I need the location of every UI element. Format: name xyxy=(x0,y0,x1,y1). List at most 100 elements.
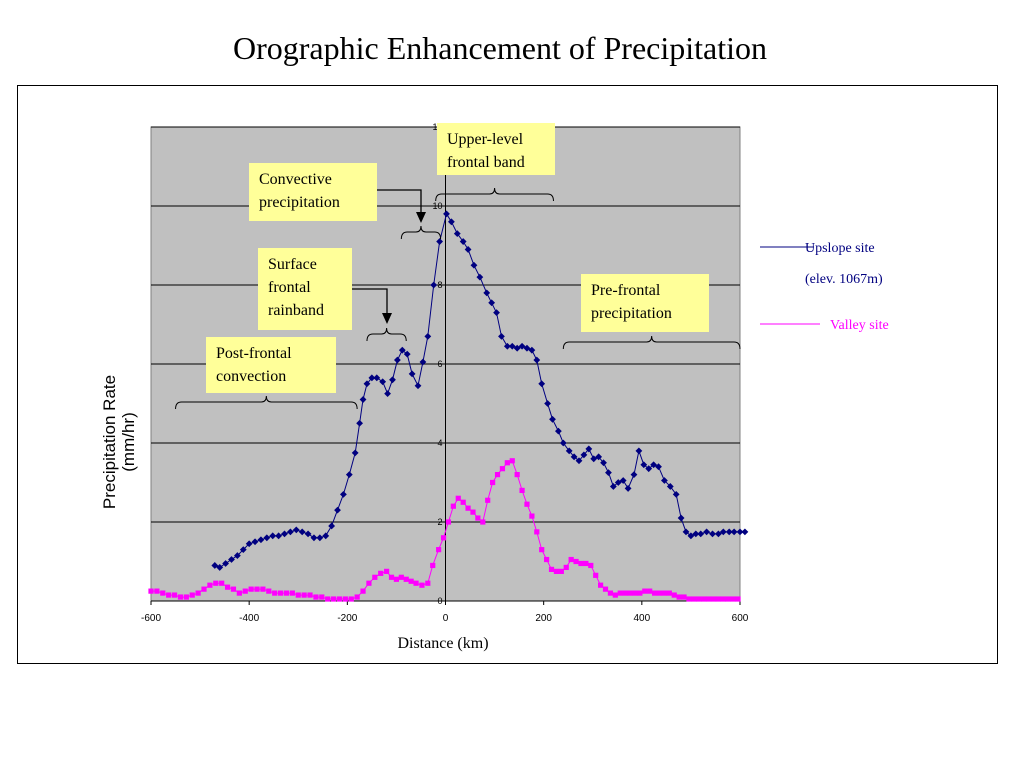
point-upslope-26 xyxy=(359,396,367,403)
point-upslope-21 xyxy=(334,506,341,514)
point-valley-102 xyxy=(691,596,697,602)
point-upslope-33 xyxy=(393,356,401,364)
legend-label-upslope-elevation: (elev. 1067m) xyxy=(805,272,883,287)
point-upslope-16 xyxy=(304,530,312,538)
y-tick-label-6: 6 xyxy=(437,359,442,369)
point-upslope-37 xyxy=(414,382,422,390)
point-valley-97 xyxy=(666,590,672,596)
point-valley-50 xyxy=(436,547,442,553)
point-valley-111 xyxy=(735,596,741,602)
point-upslope-4 xyxy=(233,552,241,559)
point-valley-47 xyxy=(419,582,425,588)
point-upslope-35 xyxy=(403,350,411,358)
point-valley-42 xyxy=(393,576,400,582)
brace-post-frontal xyxy=(175,395,358,410)
point-valley-17 xyxy=(248,586,254,592)
callout-text-upper-level-1: frontal band xyxy=(447,154,525,171)
point-upslope-73 xyxy=(605,469,612,477)
point-upslope-9 xyxy=(263,534,271,542)
point-upslope-48 xyxy=(476,273,484,281)
point-upslope-20 xyxy=(328,522,336,530)
point-valley-62 xyxy=(494,472,501,478)
point-upslope-95 xyxy=(719,528,727,536)
point-upslope-11 xyxy=(275,532,283,540)
point-valley-31 xyxy=(330,596,337,602)
y-axis-title: Precipitation Rate (mm/hr) xyxy=(100,375,138,509)
brace-pre-frontal xyxy=(562,335,741,350)
point-valley-8 xyxy=(195,590,201,596)
point-upslope-97 xyxy=(730,528,738,536)
point-valley-40 xyxy=(384,568,390,574)
point-valley-91 xyxy=(637,590,643,596)
point-valley-5 xyxy=(177,594,184,600)
arrow-convective xyxy=(377,189,422,214)
legend-label-upslope: Upslope site xyxy=(805,241,875,256)
y-tick-label-0: 0 xyxy=(437,596,442,606)
point-valley-23 xyxy=(283,590,290,596)
callout-box-convective xyxy=(249,163,377,221)
point-upslope-77 xyxy=(624,485,632,492)
point-valley-78 xyxy=(573,558,579,565)
point-upslope-52 xyxy=(498,332,505,340)
point-upslope-98 xyxy=(736,528,744,536)
point-valley-10 xyxy=(207,582,213,588)
point-valley-45 xyxy=(408,578,414,584)
point-valley-60 xyxy=(485,497,491,503)
point-valley-75 xyxy=(558,568,564,574)
point-valley-90 xyxy=(632,590,638,596)
point-valley-101 xyxy=(686,596,692,602)
point-upslope-94 xyxy=(715,530,722,538)
point-valley-82 xyxy=(593,572,599,578)
point-valley-92 xyxy=(642,588,648,594)
point-upslope-96 xyxy=(725,528,733,536)
point-upslope-6 xyxy=(245,540,253,548)
point-valley-33 xyxy=(342,596,348,602)
point-valley-98 xyxy=(671,592,677,598)
point-valley-100 xyxy=(681,594,687,600)
point-upslope-17 xyxy=(310,534,318,542)
point-valley-66 xyxy=(514,472,520,478)
point-valley-88 xyxy=(622,590,628,596)
point-valley-25 xyxy=(295,592,301,598)
point-upslope-18 xyxy=(316,534,324,542)
point-valley-70 xyxy=(534,529,540,535)
point-valley-13 xyxy=(224,584,231,590)
y-axis-title-line-1: Precipitation Rate xyxy=(100,375,119,509)
point-valley-19 xyxy=(260,586,266,592)
point-valley-96 xyxy=(661,590,668,596)
point-valley-61 xyxy=(490,479,496,486)
point-valley-71 xyxy=(539,547,545,553)
point-upslope-51 xyxy=(493,309,500,317)
point-valley-99 xyxy=(676,594,682,600)
point-valley-64 xyxy=(504,460,510,466)
point-valley-54 xyxy=(455,495,461,501)
point-valley-76 xyxy=(563,564,569,571)
point-valley-59 xyxy=(480,519,486,525)
legend-label-valley: Valley site xyxy=(830,318,889,333)
point-upslope-40 xyxy=(430,281,438,289)
point-valley-9 xyxy=(201,586,207,592)
point-valley-18 xyxy=(254,586,260,592)
point-valley-21 xyxy=(272,590,278,596)
point-upslope-43 xyxy=(447,218,455,226)
point-upslope-55 xyxy=(513,344,521,352)
point-upslope-1 xyxy=(216,564,224,571)
point-valley-94 xyxy=(651,590,658,596)
arrowhead-convective xyxy=(416,212,426,223)
point-valley-79 xyxy=(578,560,584,567)
point-valley-38 xyxy=(372,574,378,580)
x-tick-label--600: -600 xyxy=(141,613,161,624)
point-valley-65 xyxy=(509,458,515,464)
x-tick-label-0: 0 xyxy=(443,613,449,624)
point-upslope-7 xyxy=(251,538,259,546)
point-valley-74 xyxy=(553,568,560,574)
point-upslope-56 xyxy=(518,342,526,350)
x-tick-label-600: 600 xyxy=(732,613,749,624)
point-upslope-8 xyxy=(257,536,265,544)
callout-text-surface-0: Surface xyxy=(268,256,317,273)
point-upslope-28 xyxy=(368,374,376,382)
point-upslope-36 xyxy=(408,370,416,378)
point-upslope-29 xyxy=(373,374,381,382)
point-upslope-57 xyxy=(523,344,531,352)
